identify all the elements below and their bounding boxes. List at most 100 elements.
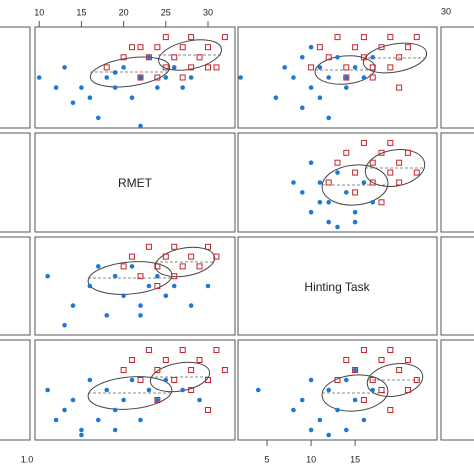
point [396, 367, 403, 373]
x-tick-label: 20 [119, 7, 129, 17]
point [188, 75, 194, 80]
point [387, 139, 394, 146]
point [87, 377, 93, 383]
point [352, 219, 358, 225]
point [352, 367, 359, 373]
point [387, 169, 394, 176]
point [213, 253, 220, 260]
point [154, 44, 161, 51]
confidence-ellipse [89, 56, 171, 88]
point [369, 377, 376, 383]
point [213, 347, 220, 353]
point [36, 75, 42, 80]
point [87, 95, 93, 100]
point [361, 75, 367, 80]
point [104, 313, 110, 318]
point [352, 367, 358, 373]
point [334, 34, 341, 41]
point [120, 367, 127, 373]
panel-frame [237, 339, 438, 441]
point [317, 95, 323, 100]
point [352, 65, 358, 70]
panel-frame [440, 132, 474, 233]
point [326, 115, 331, 121]
confidence-ellipse [158, 39, 222, 71]
point [179, 347, 186, 353]
point [335, 55, 340, 60]
point [180, 85, 185, 90]
point [360, 347, 367, 353]
point [316, 44, 323, 51]
point [121, 293, 126, 299]
point [308, 44, 314, 50]
point [138, 417, 143, 423]
point [145, 54, 152, 61]
panel-frame [34, 339, 236, 441]
point [188, 387, 195, 393]
point [163, 75, 169, 80]
point [145, 347, 152, 353]
diagonal-label: Hinting Task [304, 280, 370, 294]
point [361, 417, 367, 423]
panel-frame [0, 132, 31, 233]
point [404, 149, 411, 156]
point [171, 65, 177, 70]
point [326, 200, 331, 205]
point [62, 407, 67, 413]
point [396, 54, 403, 61]
point [378, 357, 385, 363]
point [205, 283, 211, 289]
point [171, 243, 178, 250]
point [204, 64, 211, 71]
point [204, 407, 211, 413]
point [138, 303, 143, 308]
point [369, 179, 376, 186]
x-tick-label: 30 [203, 7, 213, 17]
panel-frame [34, 26, 236, 129]
point [188, 303, 194, 308]
x-tick-label: 25 [161, 7, 171, 17]
point [221, 367, 228, 373]
point [352, 397, 358, 403]
point [79, 432, 84, 438]
point [162, 64, 169, 71]
point [137, 273, 144, 280]
point [87, 283, 93, 289]
point [344, 427, 349, 433]
point [79, 85, 84, 90]
point [326, 219, 331, 225]
confidence-ellipse [154, 246, 216, 278]
point [197, 397, 202, 403]
point [413, 169, 420, 176]
point [204, 44, 211, 51]
cropped-tick-label: 30 [441, 6, 451, 16]
point [137, 377, 144, 383]
point [112, 85, 118, 90]
confidence-ellipse [87, 376, 173, 410]
point [53, 85, 59, 90]
point [343, 64, 350, 71]
point [70, 397, 76, 403]
point [326, 387, 331, 393]
point [369, 74, 376, 81]
point [196, 54, 203, 61]
point [352, 169, 359, 176]
point [112, 70, 118, 75]
point [79, 427, 84, 433]
point [343, 357, 350, 363]
panel-frame [34, 132, 236, 233]
point [154, 397, 161, 403]
point [188, 367, 195, 373]
point [121, 397, 126, 403]
point [396, 179, 403, 186]
point [70, 100, 76, 106]
point [378, 387, 385, 393]
point [62, 322, 67, 328]
point [196, 357, 203, 363]
x-tick-label: 5 [265, 454, 270, 464]
point [413, 34, 420, 41]
point [162, 253, 169, 260]
point [146, 55, 152, 60]
point [334, 159, 341, 166]
point [162, 357, 169, 363]
